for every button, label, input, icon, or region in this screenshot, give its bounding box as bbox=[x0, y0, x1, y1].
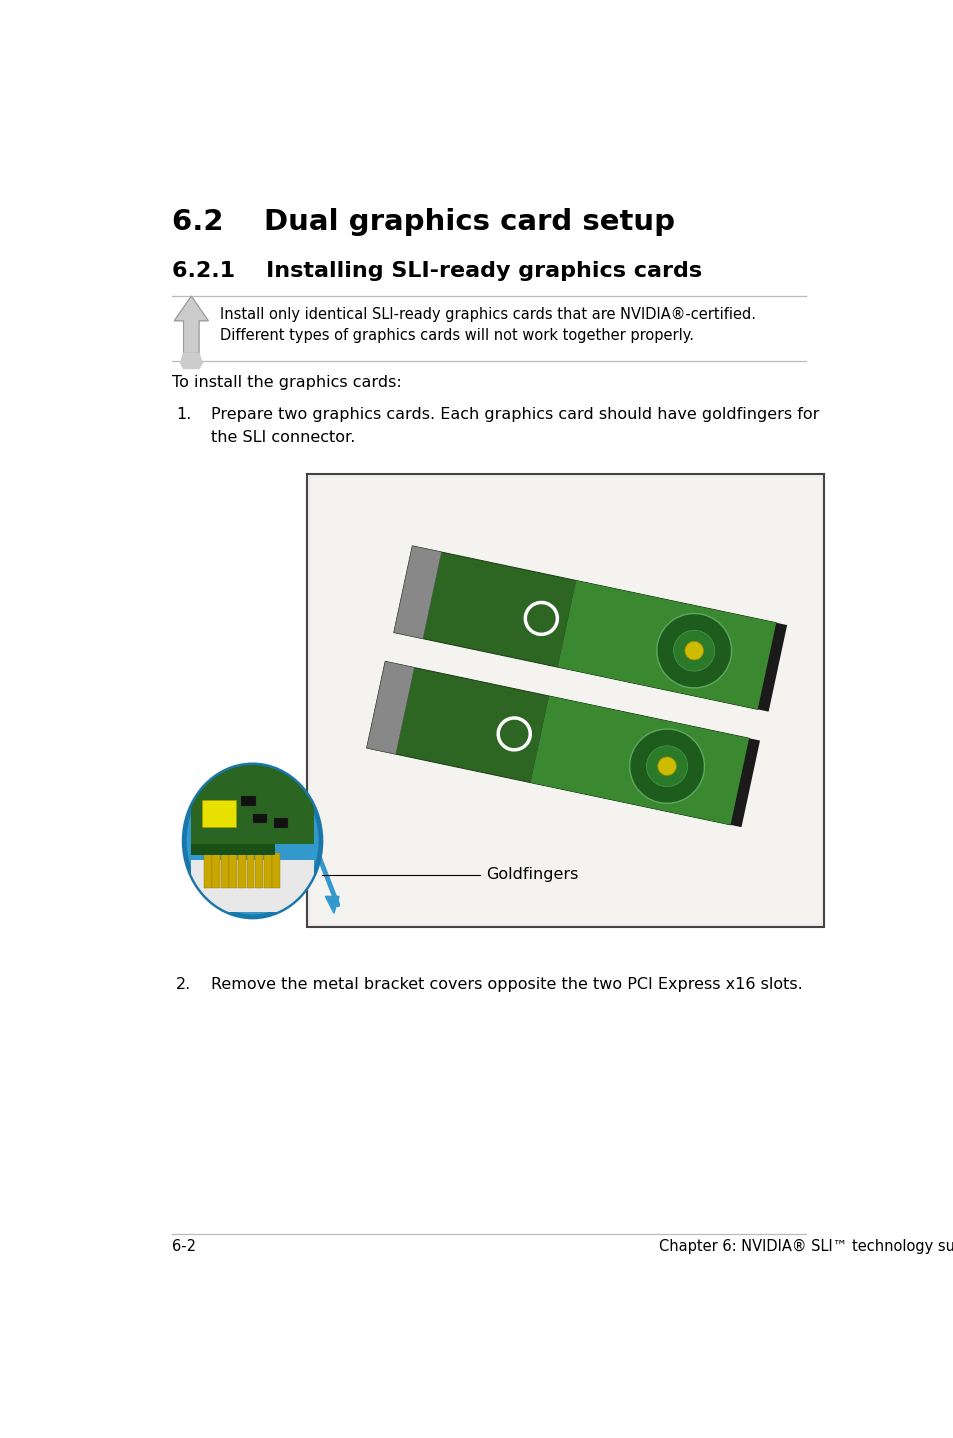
Text: To install the graphics cards:: To install the graphics cards: bbox=[172, 375, 401, 390]
Bar bbox=[530, 696, 760, 827]
Text: Goldfingers: Goldfingers bbox=[485, 867, 578, 883]
Bar bbox=[221, 853, 229, 889]
Text: 2.: 2. bbox=[175, 976, 191, 992]
Bar bbox=[394, 546, 776, 709]
Text: Install only identical SLI-ready graphics cards that are NVIDIA®-certified.: Install only identical SLI-ready graphic… bbox=[220, 306, 755, 322]
Text: 6.2    Dual graphics card setup: 6.2 Dual graphics card setup bbox=[172, 209, 674, 236]
Bar bbox=[274, 818, 288, 828]
Circle shape bbox=[656, 614, 731, 687]
Bar bbox=[530, 696, 748, 825]
Circle shape bbox=[646, 746, 687, 787]
Bar bbox=[230, 853, 237, 889]
Bar bbox=[191, 860, 314, 912]
Polygon shape bbox=[325, 896, 338, 913]
Bar bbox=[307, 475, 823, 928]
Text: 6-2: 6-2 bbox=[172, 1238, 195, 1254]
Circle shape bbox=[684, 641, 702, 660]
Bar bbox=[264, 853, 272, 889]
Bar bbox=[191, 761, 314, 844]
Text: 1.: 1. bbox=[175, 407, 191, 421]
Circle shape bbox=[629, 729, 703, 804]
Bar bbox=[238, 853, 246, 889]
Bar bbox=[366, 661, 748, 825]
Circle shape bbox=[673, 630, 714, 672]
Bar bbox=[394, 546, 441, 638]
Text: Different types of graphics cards will not work together properly.: Different types of graphics cards will n… bbox=[220, 328, 693, 344]
Polygon shape bbox=[174, 296, 208, 354]
Ellipse shape bbox=[184, 765, 320, 917]
Circle shape bbox=[657, 756, 676, 775]
Text: Prepare two graphics cards. Each graphics card should have goldfingers for: Prepare two graphics cards. Each graphic… bbox=[211, 407, 819, 421]
Bar bbox=[253, 814, 267, 824]
Bar bbox=[366, 661, 414, 754]
Polygon shape bbox=[180, 354, 202, 368]
Bar bbox=[213, 853, 220, 889]
Bar bbox=[311, 479, 820, 923]
Text: Chapter 6: NVIDIA® SLI™ technology support: Chapter 6: NVIDIA® SLI™ technology suppo… bbox=[659, 1238, 953, 1254]
Text: the SLI connector.: the SLI connector. bbox=[211, 430, 355, 444]
Bar bbox=[255, 853, 263, 889]
Text: Remove the metal bracket covers opposite the two PCI Express x16 slots.: Remove the metal bracket covers opposite… bbox=[211, 976, 801, 992]
Bar bbox=[202, 800, 235, 827]
Bar bbox=[557, 581, 786, 712]
Bar bbox=[273, 853, 280, 889]
Text: 6.2.1    Installing SLI-ready graphics cards: 6.2.1 Installing SLI-ready graphics card… bbox=[172, 260, 701, 280]
Bar bbox=[204, 853, 212, 889]
Bar bbox=[241, 797, 255, 805]
Bar bbox=[191, 844, 275, 856]
Bar bbox=[557, 581, 776, 709]
Bar bbox=[247, 853, 254, 889]
